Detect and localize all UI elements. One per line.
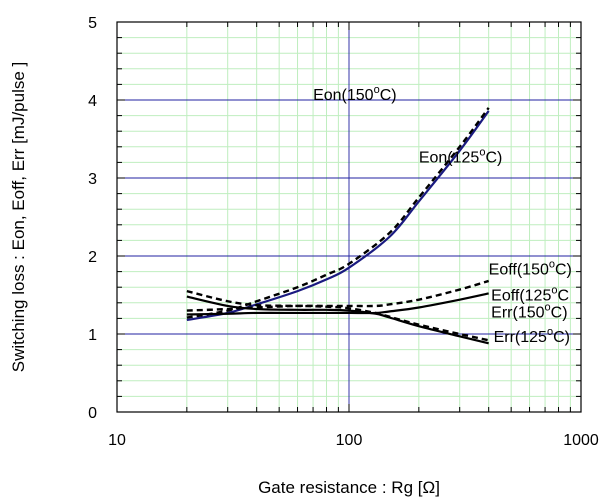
x-tick-label: 1000 (563, 432, 599, 449)
curve-label-text: Eoff(125 (491, 287, 551, 304)
y-tick-label: 3 (88, 171, 97, 188)
curve-label-unit: C) (380, 87, 397, 104)
series-layer (186, 107, 490, 345)
x-axis-title: Gate resistance : Rg [Ω] (258, 478, 440, 497)
curve-label-superscript: o (547, 326, 553, 338)
curve-label: Eon(150oC) (313, 84, 397, 104)
curve-label: Err(150oC) (491, 302, 567, 322)
y-tick-label: 0 (88, 405, 97, 422)
curve-label-superscript: o (551, 284, 557, 296)
y-tick-label: 1 (88, 327, 97, 344)
y-axis-title: Switching loss : Eon, Eoff, Err [mJ/puls… (9, 62, 28, 373)
curve-label-unit: C) (485, 149, 502, 166)
y-tick-label: 2 (88, 249, 97, 266)
curve-label-text: Eoff(150 (489, 262, 549, 279)
curve-label: Eon(125oC) (419, 146, 503, 166)
curve-label: Err(125oC) (494, 326, 570, 346)
y-tick-label: 5 (88, 15, 97, 32)
series-line-err-125-c (186, 295, 489, 345)
curve-label-superscript: o (549, 259, 555, 271)
series-line-eon-150-c (186, 110, 490, 322)
series-line-eon-125-c (186, 107, 490, 319)
series-line-eoff-125-c (186, 292, 489, 316)
curve-label-superscript: o (374, 84, 380, 96)
curve-label-unit: C) (553, 329, 570, 346)
curve-label: Eoff(125oC (491, 284, 569, 304)
curve-label-unit: C) (555, 262, 572, 279)
curve-label-unit: C) (551, 305, 568, 322)
curve-label-text: Err(125 (494, 329, 547, 346)
curve-label-superscript: o (479, 146, 485, 158)
curve-label: Eoff(150oC) (489, 259, 572, 279)
curve-label-text: Err(150 (491, 305, 544, 322)
curve-label-text: Eon(150 (313, 87, 374, 104)
x-tick-label: 100 (336, 432, 363, 449)
curve-label-superscript: o (545, 302, 551, 314)
annotation-layer: Eon(150oC)Eon(125oC)Eoff(150oC)Eoff(125o… (313, 84, 572, 346)
curve-label-unit: C (557, 287, 569, 304)
tick-labels: 10 100 1000 0 1 2 3 4 5 (88, 15, 599, 449)
curve-label-text: Eon(125 (419, 149, 480, 166)
axis-tick-marks (116, 21, 582, 413)
y-tick-label: 4 (88, 93, 97, 110)
series-line-err-150-c (186, 289, 489, 342)
x-tick-label: 10 (108, 432, 126, 449)
